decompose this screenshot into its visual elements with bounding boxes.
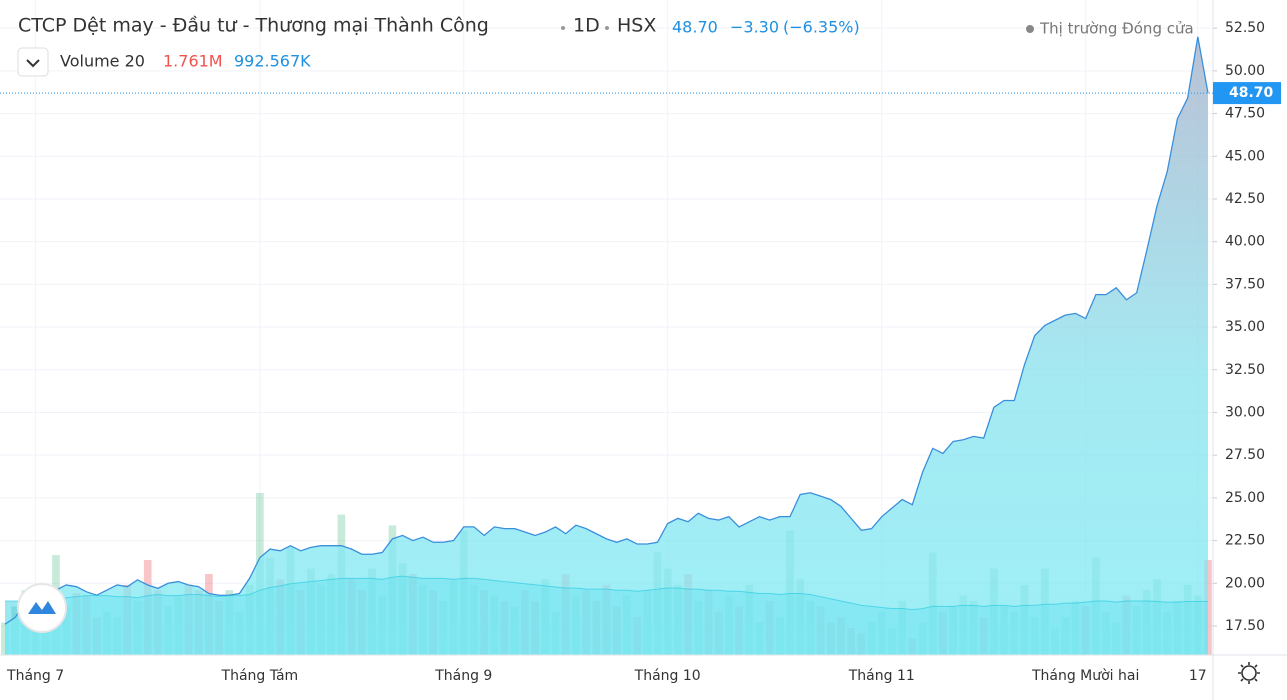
y-tick-label: 20.00 — [1225, 575, 1265, 591]
x-tick-label: Tháng 10 — [634, 668, 701, 684]
y-tick-label: 35.00 — [1225, 319, 1265, 335]
volume-ma-line — [5, 575, 1209, 611]
volume-name: Volume 20 — [60, 52, 145, 71]
y-tick-label: 50.00 — [1225, 63, 1265, 79]
y-tick-label: 25.00 — [1225, 490, 1265, 506]
price: 48.70 — [672, 18, 718, 37]
x-tick-label: 17 — [1189, 668, 1207, 684]
y-tick-label: 42.50 — [1225, 191, 1265, 207]
interval: 1D — [573, 15, 600, 37]
change-pct: (−6.35%) — [783, 18, 860, 37]
x-tick-label: Tháng Mười hai — [1031, 668, 1139, 684]
logo-icon — [28, 601, 56, 614]
y-tick-label: 17.50 — [1225, 618, 1265, 634]
settings-icon[interactable] — [1238, 662, 1260, 684]
separator — [605, 26, 609, 30]
y-tick-label: 30.00 — [1225, 404, 1265, 420]
logo[interactable] — [17, 583, 67, 633]
y-tick-label: 32.50 — [1225, 362, 1265, 378]
volume-ma: 992.567K — [234, 52, 311, 71]
x-tick-label: Tháng 11 — [848, 668, 915, 684]
change: −3.30 — [730, 18, 779, 37]
price-marker-label: 48.70 — [1229, 85, 1274, 101]
price-line — [4, 36, 1209, 625]
volume-last: 1.761M — [163, 52, 223, 71]
x-tick-label: Tháng 7 — [6, 668, 64, 684]
y-tick-label: 27.50 — [1225, 447, 1265, 463]
y-tick-label: 45.00 — [1225, 148, 1265, 164]
y-tick-label: 52.50 — [1225, 20, 1265, 36]
x-tick-label: Tháng 9 — [434, 668, 492, 684]
collapse-button[interactable] — [17, 47, 49, 77]
y-tick-label: 22.50 — [1225, 533, 1265, 549]
price-marker-box — [1213, 82, 1281, 105]
y-tick-label: 37.50 — [1225, 276, 1265, 292]
y-tick-label: 40.00 — [1225, 234, 1265, 250]
x-tick-label: Tháng Tám — [221, 668, 299, 684]
exchange: HSX — [617, 15, 656, 37]
chevron — [26, 59, 40, 68]
market-status: Thị trường Đóng cửa — [1039, 20, 1194, 38]
title: CTCP Dệt may - Đầu tư - Thương mại Thành… — [18, 15, 489, 37]
price-area — [5, 36, 1208, 655]
separator — [561, 26, 565, 30]
y-tick-label: 47.50 — [1225, 106, 1265, 122]
status-dot — [1026, 25, 1034, 33]
